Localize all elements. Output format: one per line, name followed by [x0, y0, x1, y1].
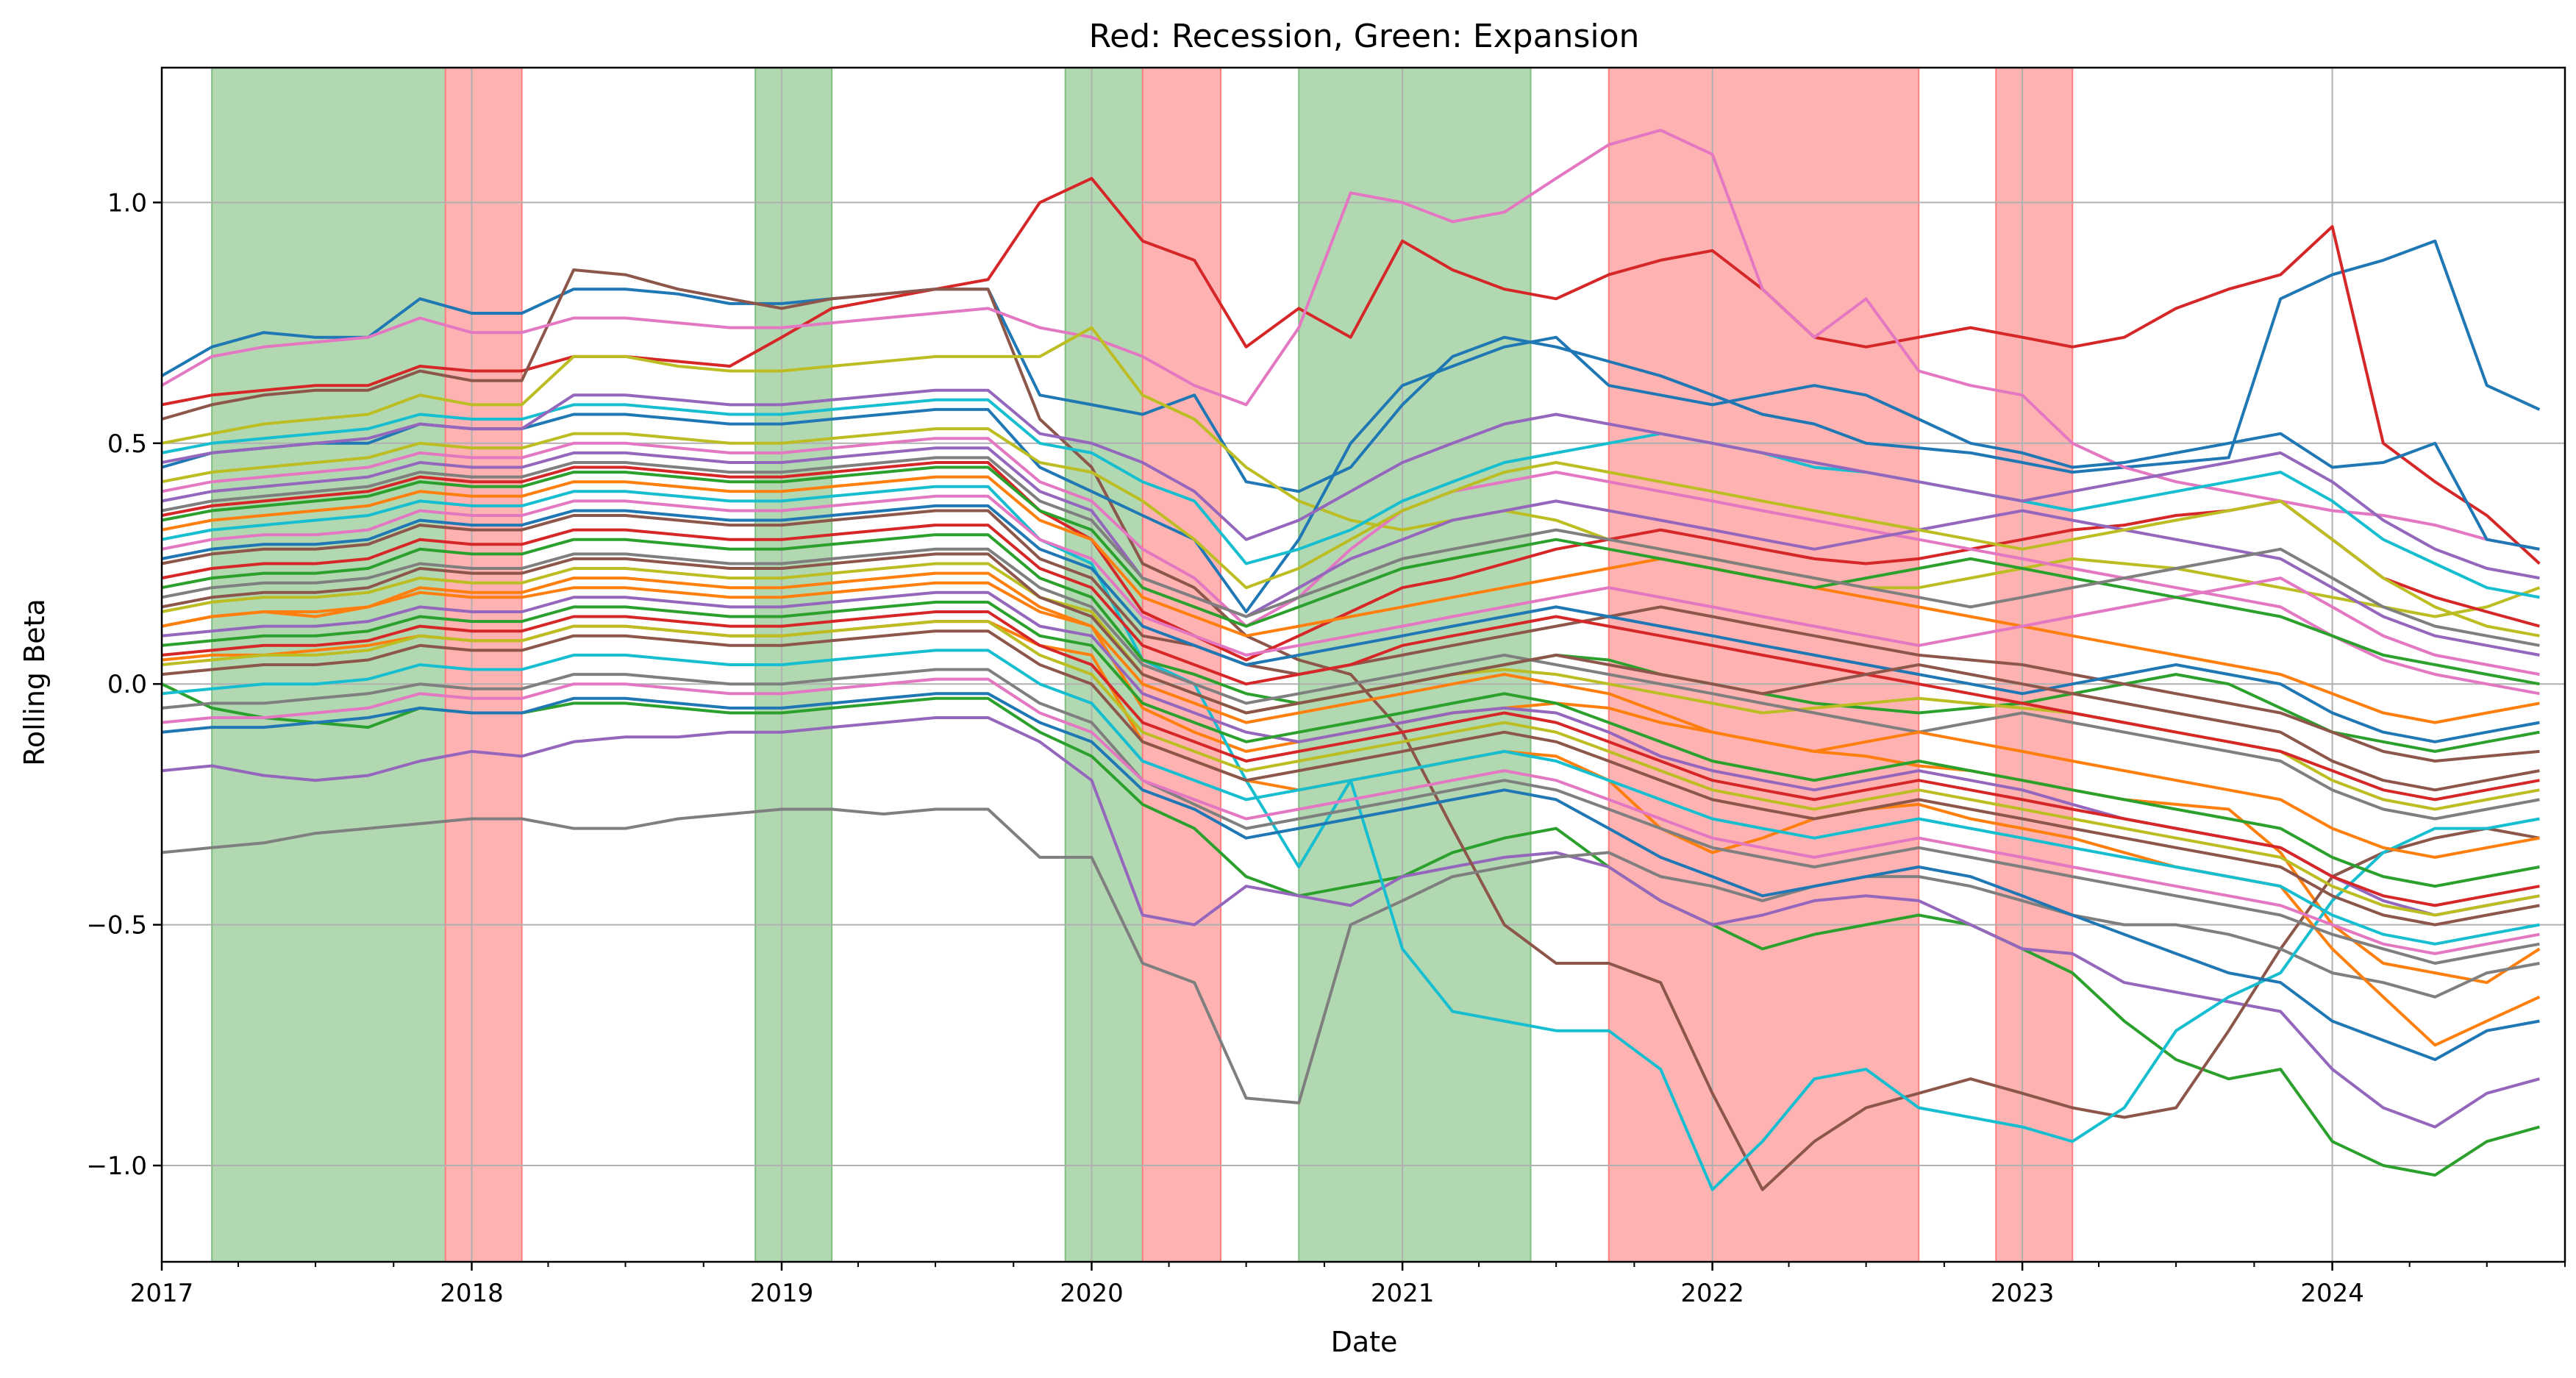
x-tick-label: 2018 [440, 1279, 504, 1308]
series-line [161, 610, 2540, 907]
series-line [161, 600, 2540, 888]
series-line [161, 620, 2540, 917]
series-line [161, 552, 2540, 792]
series-line [161, 461, 2540, 662]
series-line [161, 456, 2540, 647]
expansion-band [1064, 67, 1143, 1263]
expansion-band [1298, 67, 1532, 1263]
x-axis-ticks: 2017 2018 2019 2020 2021 2022 2023 2024 [130, 1262, 2566, 1308]
y-tick-label: −1.0 [86, 1152, 147, 1181]
y-tick-label: 0.5 [107, 429, 147, 459]
series-line [161, 692, 2540, 1061]
series-line [161, 398, 2540, 599]
series-line [161, 268, 2540, 1191]
series-lines [161, 129, 2541, 1191]
series-line [161, 388, 2540, 580]
series-line [161, 176, 2541, 565]
series-line [161, 504, 2540, 743]
series-line [161, 668, 2540, 965]
series-line [161, 437, 2540, 696]
series-line [161, 427, 2540, 638]
chart-title: Red: Recession, Green: Expansion [1089, 18, 1640, 55]
x-tick-label: 2017 [130, 1279, 194, 1308]
series-line [161, 335, 2540, 613]
grid-lines [161, 68, 2565, 1262]
recession-band [444, 67, 523, 1263]
series-line [161, 571, 2540, 859]
x-tick-label: 2021 [1371, 1279, 1435, 1308]
series-line [161, 326, 2541, 618]
series-line [161, 465, 2540, 686]
series-line [161, 716, 2540, 1129]
y-tick-label: 0.0 [107, 670, 147, 699]
y-axis-label: Rolling Beta [18, 599, 51, 766]
series-line [161, 677, 2540, 955]
series-line [161, 682, 2540, 1177]
series-line [161, 547, 2540, 821]
x-tick-label: 2022 [1680, 1279, 1744, 1308]
series-line [161, 446, 2540, 657]
series-line [161, 494, 2540, 676]
plot-frame [160, 66, 2566, 1263]
x-tick-label: 2020 [1060, 1279, 1124, 1308]
series-line [161, 629, 2540, 927]
series-line [161, 475, 2540, 724]
series-line [161, 524, 2540, 802]
y-tick-label: −0.5 [86, 911, 147, 940]
shaded-periods [211, 67, 2074, 1263]
x-tick-label: 2023 [1991, 1279, 2055, 1308]
x-tick-label: 2024 [2300, 1279, 2364, 1308]
x-tick-label: 2019 [750, 1279, 814, 1308]
y-tick-label: 1.0 [107, 188, 147, 218]
series-line [161, 129, 2540, 551]
x-axis-label: Date [1331, 1326, 1398, 1358]
series-line [161, 807, 2540, 1104]
series-line [161, 649, 2540, 946]
y-axis-ticks: 1.0 0.5 0.0 −0.5 −1.0 [86, 188, 162, 1181]
series-line [161, 239, 2541, 493]
